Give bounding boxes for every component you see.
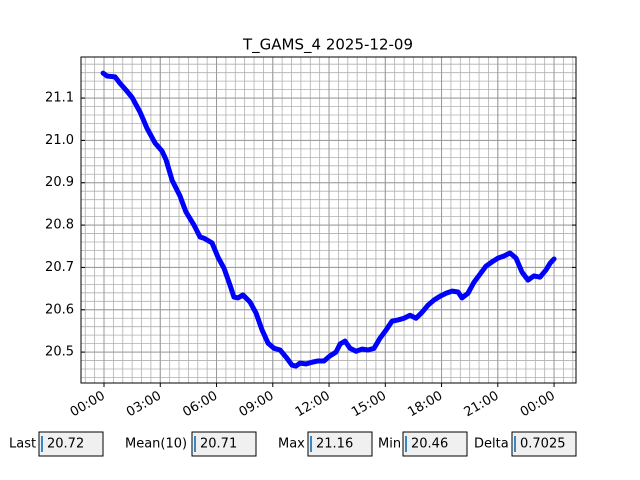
x-tick-label: 06:00	[180, 389, 220, 421]
y-tick-label: 20.6	[45, 302, 74, 317]
plot-frame	[80, 56, 577, 384]
y-tick-label: 21.0	[45, 133, 74, 148]
x-tick-label: 03:00	[124, 389, 164, 421]
y-tick-label: 21.1	[45, 91, 74, 106]
field-label: Mean(10)	[125, 437, 187, 452]
field-label: Last	[9, 437, 36, 452]
x-tick-label: 09:00	[237, 389, 277, 421]
field-value: 0.7025	[520, 437, 566, 452]
field-box	[38, 431, 104, 457]
field-label: Min	[378, 437, 401, 452]
field-label: Max	[278, 437, 305, 452]
y-tick-label: 20.8	[45, 218, 74, 233]
x-tick-label: 00:00	[518, 389, 558, 421]
field-value: 20.71	[200, 437, 237, 452]
field-box	[511, 431, 577, 457]
field-box	[191, 431, 257, 457]
field-box	[402, 431, 468, 457]
y-tick-label: 20.5	[45, 345, 74, 360]
field-value: 20.46	[411, 437, 448, 452]
x-tick-label: 00:00	[68, 389, 108, 421]
y-tick-label: 20.7	[45, 260, 74, 275]
field-value: 21.16	[316, 437, 353, 452]
field-label: Delta	[474, 437, 509, 452]
chart-title: T_GAMS_4 2025-12-09	[242, 36, 413, 55]
x-tick-label: 15:00	[349, 389, 389, 421]
y-tick-label: 20.9	[45, 175, 74, 190]
data-line	[100, 70, 557, 369]
field-value: 20.72	[47, 437, 84, 452]
x-tick-label: 12:00	[293, 389, 333, 421]
field-box	[307, 431, 373, 457]
x-tick-label: 18:00	[405, 389, 445, 421]
x-tick-label: 21:00	[462, 389, 502, 421]
